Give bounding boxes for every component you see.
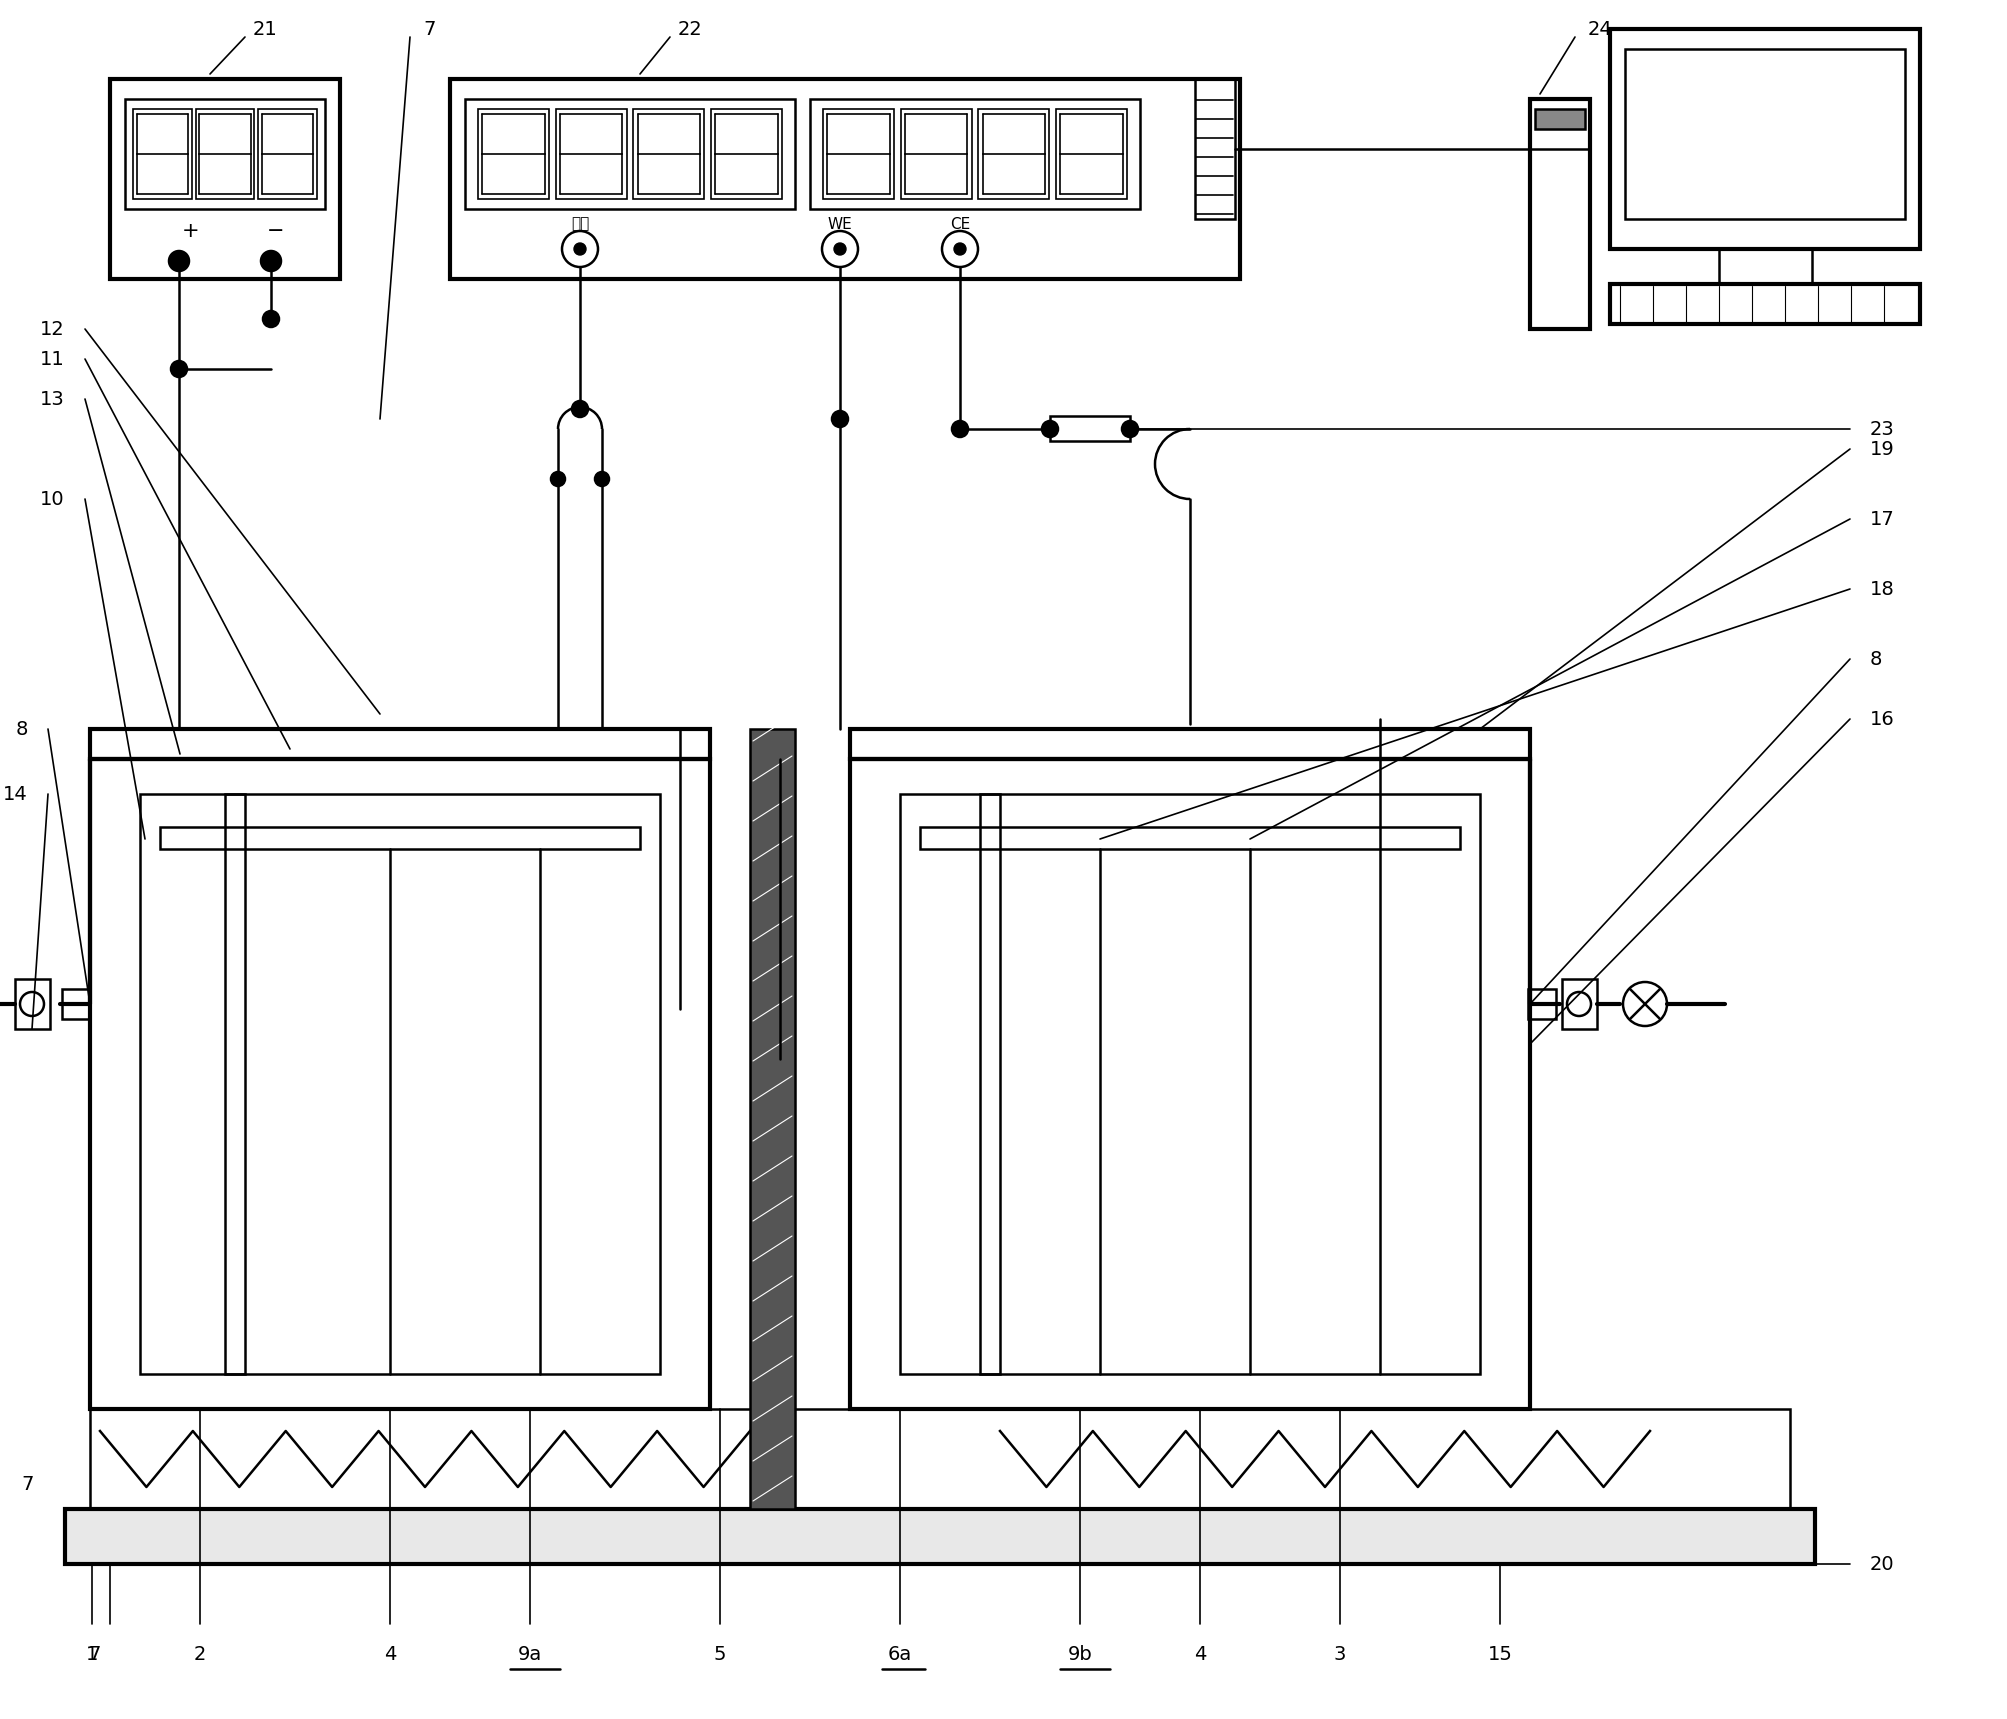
Text: 7: 7 bbox=[88, 1645, 100, 1664]
Bar bbox=[1610, 29, 1921, 249]
Text: 17: 17 bbox=[1871, 509, 1895, 528]
Circle shape bbox=[951, 421, 967, 437]
Text: 10: 10 bbox=[40, 490, 64, 509]
Text: 7: 7 bbox=[423, 19, 436, 38]
Text: 14: 14 bbox=[4, 784, 28, 803]
Circle shape bbox=[594, 473, 608, 486]
Circle shape bbox=[833, 411, 849, 426]
Bar bbox=[1610, 284, 1921, 323]
Text: 22: 22 bbox=[678, 19, 702, 38]
Text: 21: 21 bbox=[253, 19, 277, 38]
Bar bbox=[1626, 50, 1905, 218]
Text: 20: 20 bbox=[1871, 1554, 1895, 1573]
Bar bbox=[556, 108, 626, 199]
Bar bbox=[1535, 108, 1586, 129]
Bar bbox=[710, 108, 783, 199]
Text: 8: 8 bbox=[1871, 650, 1883, 669]
Bar bbox=[1050, 416, 1130, 442]
Text: 18: 18 bbox=[1871, 579, 1895, 598]
Text: 19: 19 bbox=[1871, 440, 1895, 459]
Bar bbox=[110, 79, 339, 278]
Circle shape bbox=[261, 251, 281, 272]
Bar bbox=[919, 827, 1459, 849]
Circle shape bbox=[552, 473, 566, 486]
Circle shape bbox=[953, 242, 965, 254]
Text: 11: 11 bbox=[40, 349, 64, 368]
Bar bbox=[124, 100, 325, 210]
Text: 参比: 参比 bbox=[570, 217, 590, 232]
Circle shape bbox=[574, 242, 586, 254]
Text: 9b: 9b bbox=[1068, 1645, 1092, 1664]
Bar bbox=[132, 108, 191, 199]
Text: 5: 5 bbox=[714, 1645, 727, 1664]
Bar bbox=[751, 729, 795, 1509]
Circle shape bbox=[572, 401, 588, 418]
Bar bbox=[899, 794, 1479, 1373]
Bar bbox=[1527, 988, 1555, 1019]
Text: +: + bbox=[183, 222, 199, 241]
Bar bbox=[1194, 79, 1234, 218]
Bar bbox=[851, 729, 1529, 760]
Circle shape bbox=[171, 361, 187, 376]
Bar bbox=[979, 794, 999, 1373]
Text: 4: 4 bbox=[1194, 1645, 1206, 1664]
Bar bbox=[140, 794, 660, 1373]
Bar bbox=[450, 79, 1240, 278]
Text: 4: 4 bbox=[383, 1645, 395, 1664]
Text: 23: 23 bbox=[1871, 419, 1895, 438]
Bar bbox=[90, 760, 710, 1410]
Text: 15: 15 bbox=[1487, 1645, 1513, 1664]
Text: 16: 16 bbox=[1871, 710, 1895, 729]
Bar bbox=[259, 108, 317, 199]
Circle shape bbox=[263, 311, 279, 327]
Bar bbox=[634, 108, 704, 199]
Bar bbox=[1529, 100, 1590, 328]
Text: 9a: 9a bbox=[518, 1645, 542, 1664]
Text: 1: 1 bbox=[86, 1645, 98, 1664]
Bar bbox=[851, 760, 1529, 1410]
Bar bbox=[64, 1509, 1814, 1564]
Text: 7: 7 bbox=[22, 1475, 34, 1494]
Bar bbox=[811, 100, 1140, 210]
Circle shape bbox=[835, 242, 847, 254]
Text: 3: 3 bbox=[1335, 1645, 1347, 1664]
Bar bbox=[478, 108, 550, 199]
Bar bbox=[977, 108, 1050, 199]
Text: 13: 13 bbox=[40, 390, 64, 409]
Text: 24: 24 bbox=[1588, 19, 1612, 38]
Bar bbox=[161, 827, 640, 849]
Bar bbox=[90, 1410, 1790, 1509]
Bar bbox=[14, 980, 50, 1030]
Text: 6a: 6a bbox=[887, 1645, 911, 1664]
Bar bbox=[225, 794, 245, 1373]
Bar bbox=[823, 108, 895, 199]
Text: 8: 8 bbox=[16, 720, 28, 739]
Bar bbox=[62, 988, 90, 1019]
Circle shape bbox=[1122, 421, 1138, 437]
Bar bbox=[901, 108, 971, 199]
Text: 12: 12 bbox=[40, 320, 64, 339]
Bar bbox=[195, 108, 255, 199]
Bar bbox=[1056, 108, 1126, 199]
Circle shape bbox=[1042, 421, 1058, 437]
Text: −: − bbox=[267, 222, 285, 241]
Text: CE: CE bbox=[949, 217, 969, 232]
Bar bbox=[1561, 980, 1598, 1030]
Bar bbox=[90, 729, 710, 760]
Text: WE: WE bbox=[827, 217, 853, 232]
Bar bbox=[466, 100, 795, 210]
Circle shape bbox=[169, 251, 189, 272]
Text: 2: 2 bbox=[195, 1645, 207, 1664]
